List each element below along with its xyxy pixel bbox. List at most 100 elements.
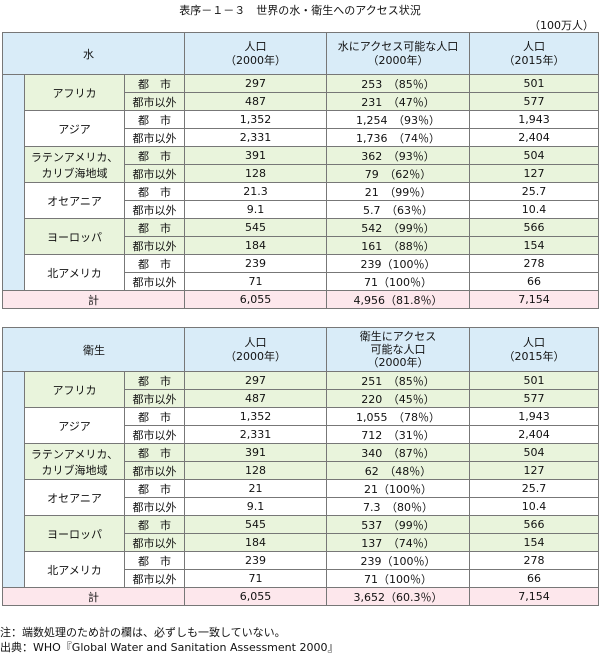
access-value: 340 （87％） <box>326 443 471 462</box>
pop2000-value: 239 <box>184 254 328 273</box>
area-type: 都 市 <box>123 110 186 129</box>
pop2000-value: 545 <box>184 218 328 237</box>
pop2015-value: 2,404 <box>469 128 600 147</box>
pop2000-value: 487 <box>184 92 328 111</box>
col-header-access: 衛生にアクセス 可能な人口 （2000年） <box>326 327 471 372</box>
pop2015-value: 25.7 <box>469 479 600 498</box>
pop2000-value: 487 <box>184 389 328 408</box>
access-value: 62 （48％） <box>326 461 471 480</box>
area-type: 都 市 <box>123 443 186 462</box>
access-value: 712 （31％） <box>326 425 471 444</box>
pop2000-value: 184 <box>184 533 328 552</box>
access-value: 161 （88％） <box>326 236 471 255</box>
col-header-pop2000: 人口 （2000年） <box>184 32 328 75</box>
pop2000-value: 184 <box>184 236 328 255</box>
access-value: 137 （74％） <box>326 533 471 552</box>
pop2015-value: 127 <box>469 164 600 183</box>
total-pop2000: 6,055 <box>184 290 328 309</box>
area-type: 都 市 <box>123 479 186 498</box>
region-label: 北アメリカ <box>24 551 125 588</box>
area-type: 都市以外 <box>123 200 186 219</box>
pop2015-value: 10.4 <box>469 200 600 219</box>
col-header-pop2015: 人口 （2015年） <box>469 327 600 372</box>
area-type: 都 市 <box>123 146 186 165</box>
region-label: 北アメリカ <box>24 254 125 291</box>
access-value: 21（100％） <box>326 479 471 498</box>
table-label: 衛生 <box>1 327 186 372</box>
pop2000-value: 391 <box>184 443 328 462</box>
access-value: 1,736 （74％） <box>326 128 471 147</box>
access-value: 253 （85％） <box>326 74 471 93</box>
table-label: 水 <box>1 32 186 75</box>
pop2000-value: 2,331 <box>184 425 328 444</box>
pop2015-value: 10.4 <box>469 497 600 516</box>
area-type: 都 市 <box>123 371 186 390</box>
area-type: 都市以外 <box>123 389 186 408</box>
area-type: 都市以外 <box>123 164 186 183</box>
pop2015-value: 566 <box>469 515 600 534</box>
footnote: 注：端数処理のため計の欄は、必ずしも一致していない。 <box>0 626 286 639</box>
sanitation-access-table: 衛生 人口 （2000年） 衛生にアクセス 可能な人口 （2000年） 人口 （2015… <box>1 327 600 606</box>
pop2015-value: 577 <box>469 92 600 111</box>
pop2000-value: 9.1 <box>184 497 328 516</box>
water-access-table: 水 人口 （2000年） 水にアクセス可能な人口 （2000年） 人口 （2015年）… <box>1 32 600 309</box>
area-type: 都 市 <box>123 218 186 237</box>
pop2000-value: 9.1 <box>184 200 328 219</box>
pop2015-value: 154 <box>469 533 600 552</box>
pop2000-value: 128 <box>184 461 328 480</box>
pop2000-value: 2,331 <box>184 128 328 147</box>
col-header-pop2000: 人口 （2000年） <box>184 327 328 372</box>
col-header-access: 水にアクセス可能な人口 （2000年） <box>326 32 471 75</box>
region-label: ラテンアメリカ、 カリブ海地域 <box>24 146 125 183</box>
access-value: 21 （99％） <box>326 182 471 201</box>
area-type: 都市以外 <box>123 128 186 147</box>
total-access: 4,956（81.8％） <box>326 290 471 309</box>
area-type: 都 市 <box>123 254 186 273</box>
area-type: 都市以外 <box>123 461 186 480</box>
pop2015-value: 154 <box>469 236 600 255</box>
region-label: オセアニア <box>24 479 125 516</box>
pop2000-value: 297 <box>184 74 328 93</box>
total-pop2015: 7,154 <box>469 290 600 309</box>
access-value: 362 （93％） <box>326 146 471 165</box>
pop2015-value: 1,943 <box>469 407 600 426</box>
pop2015-value: 501 <box>469 371 600 390</box>
source-note: 出典：WHO『Global Water and Sanitation Asses… <box>0 641 339 654</box>
pop2000-value: 1,352 <box>184 110 328 129</box>
pop2000-value: 391 <box>184 146 328 165</box>
area-type: 都市以外 <box>123 425 186 444</box>
region-label: アフリカ <box>24 74 125 111</box>
pop2000-value: 71 <box>184 569 328 588</box>
total-label: 計 <box>1 290 186 309</box>
area-type: 都 市 <box>123 407 186 426</box>
area-type: 都 市 <box>123 74 186 93</box>
access-value: 220 （45％） <box>326 389 471 408</box>
pop2000-value: 21.3 <box>184 182 328 201</box>
region-label: アジア <box>24 110 125 147</box>
access-value: 542 （99％） <box>326 218 471 237</box>
pop2015-value: 566 <box>469 218 600 237</box>
pop2015-value: 66 <box>469 569 600 588</box>
pop2015-value: 501 <box>469 74 600 93</box>
region-label: ヨーロッパ <box>24 515 125 552</box>
area-type: 都市以外 <box>123 272 186 291</box>
pop2015-value: 504 <box>469 443 600 462</box>
pop2000-value: 1,352 <box>184 407 328 426</box>
access-value: 239（100％） <box>326 551 471 570</box>
region-label: オセアニア <box>24 182 125 219</box>
table-caption: 表序－１－３ 世界の水・衛生へのアクセス状況 <box>179 4 421 17</box>
pop2015-value: 577 <box>469 389 600 408</box>
area-type: 都 市 <box>123 551 186 570</box>
total-label: 計 <box>1 587 186 606</box>
pop2015-value: 2,404 <box>469 425 600 444</box>
region-label: ラテンアメリカ、 カリブ海地域 <box>24 443 125 480</box>
access-value: 231 （47％） <box>326 92 471 111</box>
area-type: 都市以外 <box>123 497 186 516</box>
area-type: 都 市 <box>123 515 186 534</box>
pop2000-value: 297 <box>184 371 328 390</box>
pop2015-value: 66 <box>469 272 600 291</box>
area-type: 都市以外 <box>123 533 186 552</box>
region-label: アジア <box>24 407 125 444</box>
region-label: アフリカ <box>24 371 125 408</box>
area-type: 都市以外 <box>123 569 186 588</box>
